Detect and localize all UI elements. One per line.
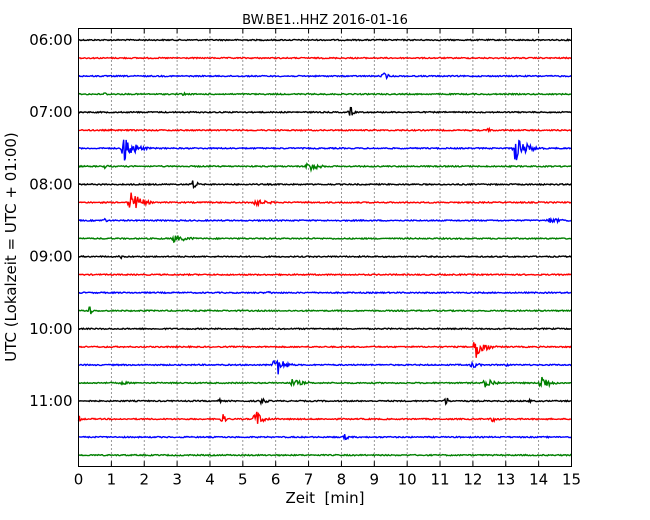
plot-frame (78, 28, 572, 467)
y-tick-label: 09:00 (29, 248, 72, 266)
y-axis-label: UTC (Lokalzeit = UTC + 01:00) (2, 132, 20, 362)
x-tick-label: 0 (74, 471, 84, 489)
y-tick-label: 08:00 (29, 175, 72, 193)
x-tick-label: 4 (205, 471, 215, 489)
x-tick-label: 11 (430, 471, 449, 489)
x-tick-label: 2 (139, 471, 149, 489)
seismic-traces (77, 38, 573, 457)
y-tick-label: 07:00 (29, 103, 72, 121)
trace-0745 (78, 162, 572, 173)
y-tick-label: 06:00 (29, 31, 72, 49)
x-tick-label: 3 (172, 471, 182, 489)
x-tick-label: 7 (304, 471, 314, 489)
trace-1000 (78, 327, 572, 331)
x-tick-label: 13 (496, 471, 515, 489)
trace-1015 (78, 342, 573, 358)
x-axis: 0 1 2 3 4 5 6 7 8 9 10 11 12 13 14 15 (74, 28, 581, 489)
x-tick-label: 5 (238, 471, 248, 489)
trace-0915 (78, 272, 572, 277)
y-tick-label: 10:00 (29, 320, 72, 338)
trace-1045 (78, 376, 572, 389)
x-axis-label: Zeit [min] (285, 489, 364, 507)
y-tick-label: 11:00 (29, 392, 72, 410)
trace-0630 (78, 72, 572, 81)
trace-0930 (78, 290, 572, 295)
trace-0815 (78, 192, 572, 209)
x-tick-label: 9 (370, 471, 380, 489)
trace-0900 (78, 254, 572, 260)
trace-0845 (78, 234, 572, 244)
trace-1030 (78, 359, 572, 375)
trace-0830 (78, 216, 572, 225)
trace-0715 (78, 126, 572, 134)
x-tick-label: 14 (529, 471, 548, 489)
y-axis: 06:00 07:00 08:00 09:00 10:00 11:00 (29, 31, 572, 410)
chart-title: BW.BE1..HHZ 2016-01-16 (242, 13, 408, 28)
trace-0600 (78, 38, 572, 42)
trace-1100 (78, 396, 572, 406)
trace-0645 (77, 91, 572, 97)
x-tick-label: 6 (271, 471, 281, 489)
x-tick-label: 8 (337, 471, 347, 489)
trace-0615 (78, 56, 572, 60)
x-tick-label: 15 (562, 471, 581, 489)
x-tick-label: 10 (398, 471, 417, 489)
trace-1115 (77, 411, 572, 424)
trace-1145 (78, 453, 572, 457)
trace-0945 (78, 306, 572, 315)
trace-0700 (77, 106, 572, 116)
x-tick-label: 12 (463, 471, 482, 489)
x-tick-label: 1 (107, 471, 117, 489)
trace-1130 (78, 434, 572, 441)
trace-0730 (78, 139, 572, 161)
trace-0800 (78, 180, 572, 190)
